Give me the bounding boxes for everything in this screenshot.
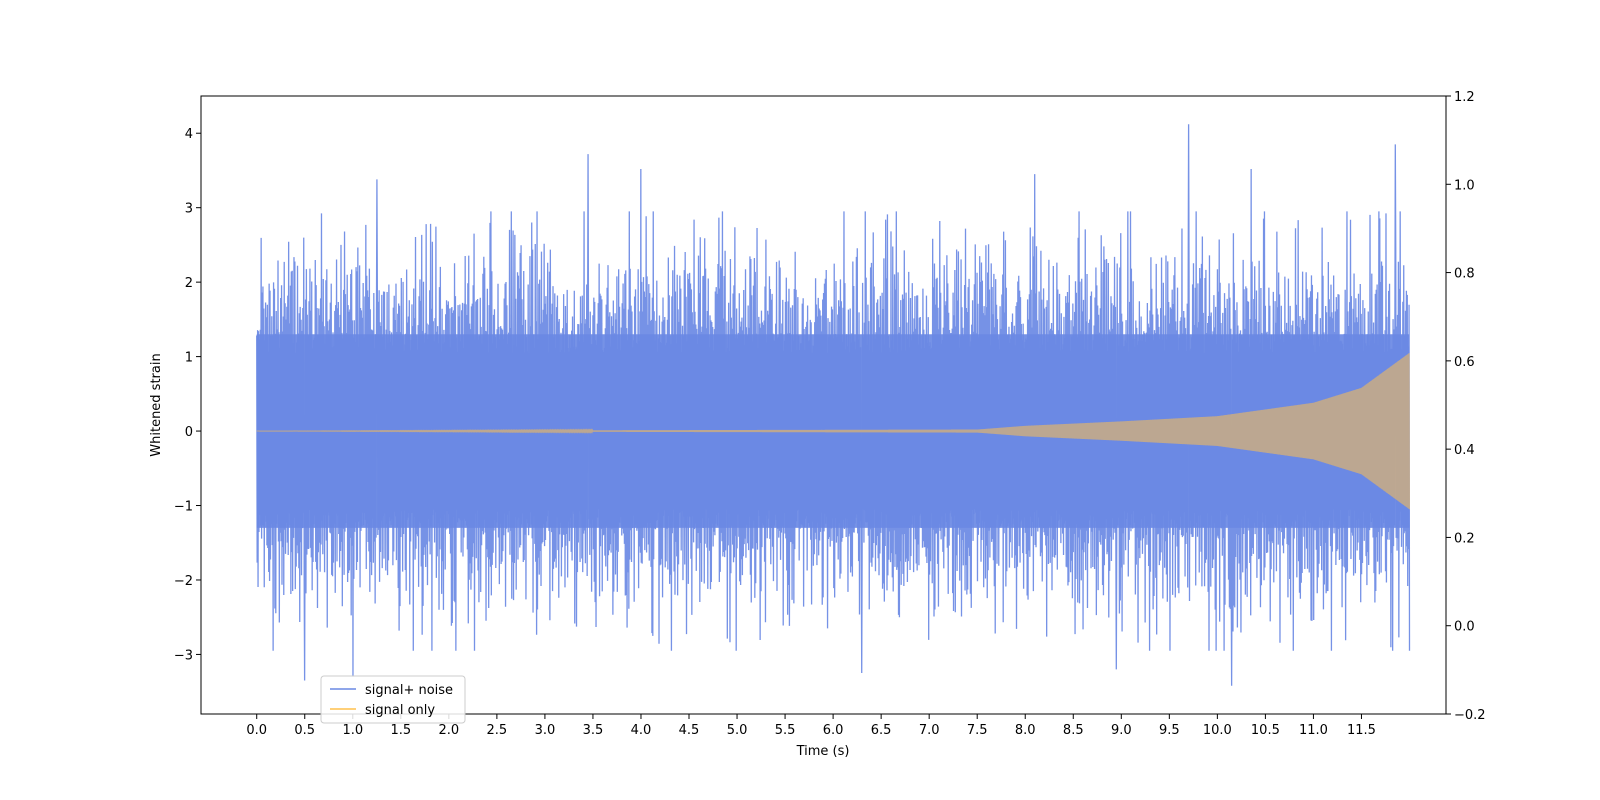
y2-tick-label: 0.6: [1454, 355, 1475, 370]
y-tick-label: −3: [174, 648, 193, 663]
x-tick-label: 5.0: [727, 723, 748, 738]
legend-label-signal-only: signal only: [365, 703, 435, 718]
x-tick-label: 7.0: [919, 723, 940, 738]
y-tick-label: 0: [185, 425, 193, 440]
axes-frame: [200, 95, 1447, 715]
y2-tick-label: 1.0: [1454, 178, 1475, 193]
legend: signal+ noise signal only: [320, 675, 466, 724]
x-tick-label: 11.5: [1347, 723, 1376, 738]
x-tick-label: 3.0: [535, 723, 556, 738]
x-tick-label: 9.5: [1159, 723, 1180, 738]
x-tick-label: 4.5: [679, 723, 700, 738]
y2-tick-label: 0.4: [1454, 443, 1475, 458]
y2-tick-label: 0.8: [1454, 267, 1475, 282]
y-axis-right: −0.2 0.0 0.2 0.4 0.6 0.8 1.0 1.2: [1446, 90, 1486, 723]
x-tick-label: 6.0: [823, 723, 844, 738]
legend-box: [320, 675, 466, 724]
x-tick-label: 0.5: [294, 723, 315, 738]
x-tick-label: 1.5: [390, 723, 411, 738]
y-axis-label: Whitened strain: [149, 353, 164, 456]
x-tick-label: 1.0: [342, 723, 363, 738]
x-axis-label: Time (s): [796, 744, 850, 759]
x-tick-label: 5.5: [775, 723, 796, 738]
y2-tick-label: −0.2: [1454, 708, 1486, 723]
y2-tick-label: 0.0: [1454, 620, 1475, 635]
x-tick-label: 10.5: [1251, 723, 1280, 738]
y-tick-label: −1: [174, 500, 193, 515]
x-axis: 0.0 0.5 1.0 1.5 2.0 2.5 3.0 3.5 4.0 4.5 5.0 5.5 6.0 6…: [246, 714, 1376, 738]
x-tick-label: 4.0: [631, 723, 652, 738]
x-tick-label: 7.5: [967, 723, 988, 738]
y-tick-label: −2: [174, 574, 193, 589]
y-tick-label: 3: [185, 202, 193, 217]
legend-label-signal-noise: signal+ noise: [365, 683, 453, 698]
y2-tick-label: 1.2: [1454, 90, 1475, 105]
x-tick-label: 8.5: [1063, 723, 1084, 738]
x-tick-label: 0.0: [246, 723, 267, 738]
y2-tick-label: 0.2: [1454, 531, 1475, 546]
plot-area: [256, 124, 1411, 686]
x-tick-label: 10.0: [1203, 723, 1232, 738]
y-tick-label: 1: [185, 351, 193, 366]
y-tick-label: 4: [185, 127, 193, 142]
x-tick-label: 11.0: [1299, 723, 1328, 738]
x-tick-label: 8.0: [1015, 723, 1036, 738]
x-tick-label: 9.0: [1111, 723, 1132, 738]
y-axis-left: −3 −2 −1 0 1 2 3 4: [174, 127, 201, 663]
x-tick-label: 3.5: [583, 723, 604, 738]
series-signal-only-line: [256, 353, 1410, 510]
x-tick-label: 2.0: [439, 723, 460, 738]
x-tick-label: 6.5: [871, 723, 892, 738]
y-tick-label: 2: [185, 276, 193, 291]
x-tick-label: 2.5: [487, 723, 508, 738]
